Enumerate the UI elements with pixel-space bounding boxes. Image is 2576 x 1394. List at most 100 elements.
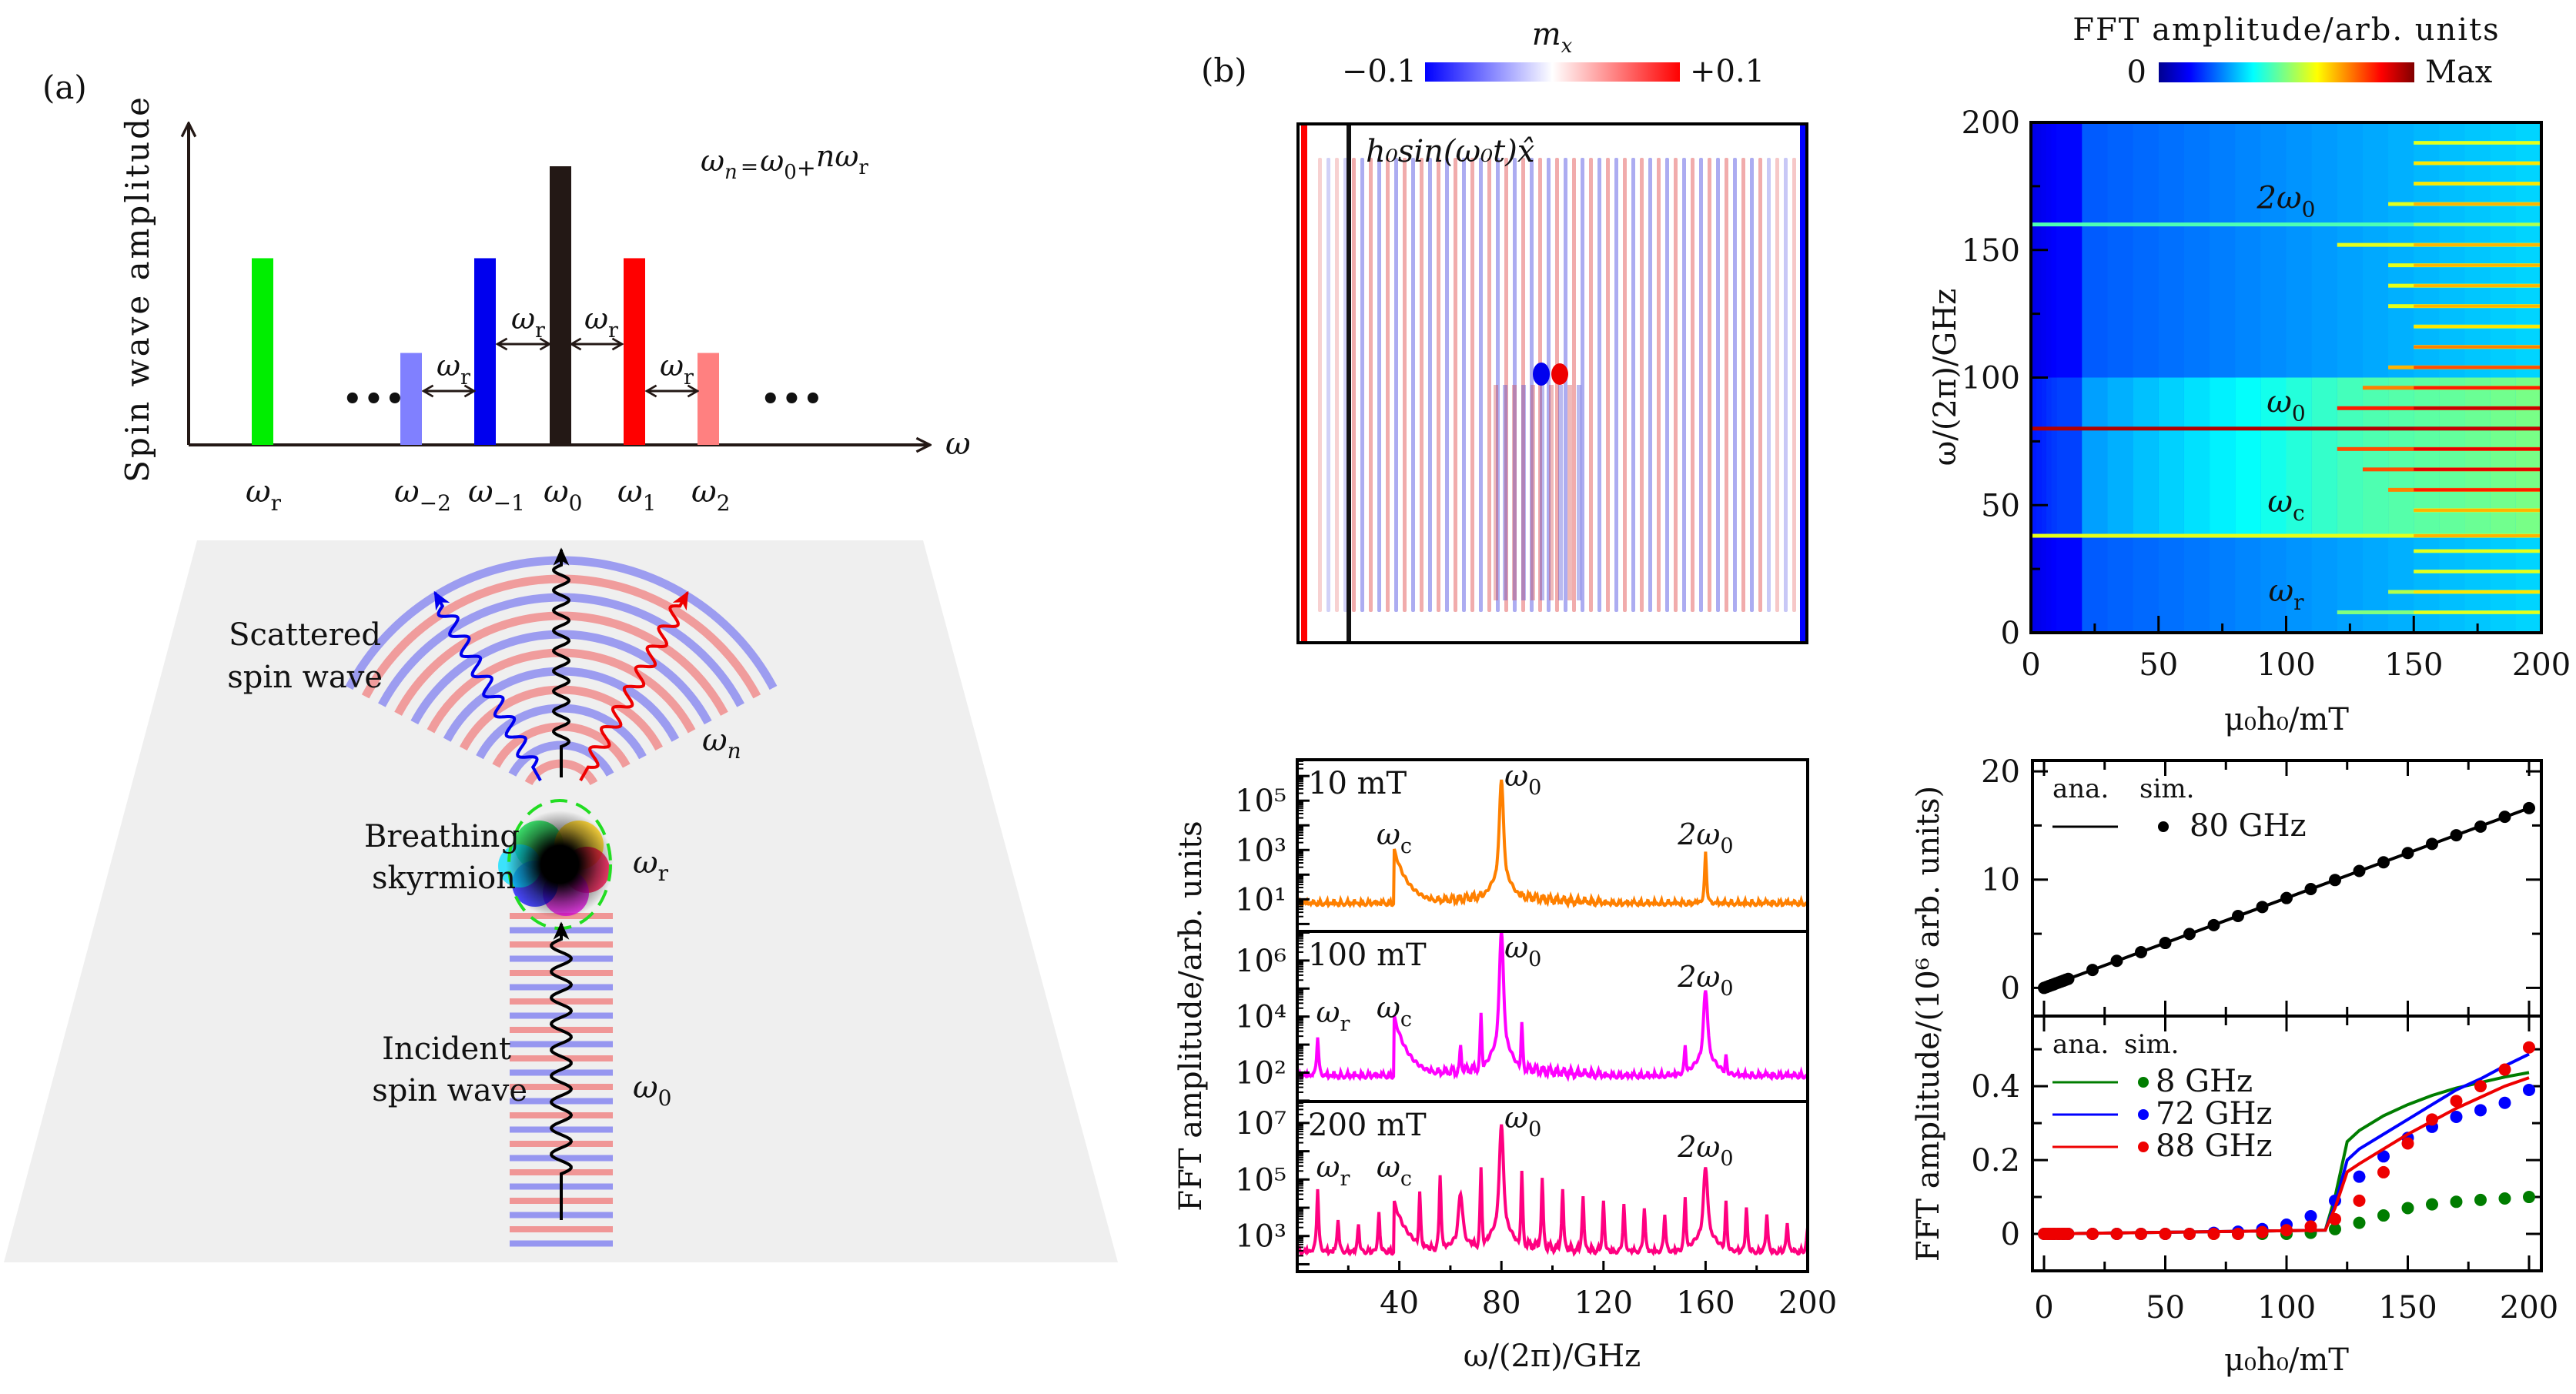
amp-frame [2031,759,2543,1018]
amp-sim-point [2353,1194,2366,1207]
spectrum-peak-label: ω0 [1504,1101,1541,1142]
amp-sim-point [2353,1170,2366,1183]
heatmap-ytick-label: 50 [1981,488,2020,523]
spin-wave-stripe [1682,158,1686,612]
spin-wave-stripe [1394,158,1398,612]
legend-label: 8 GHz [2156,1064,2253,1099]
spin-wave-stripe [1572,158,1576,612]
spin-wave-stripe [1470,158,1474,612]
panel-label-a: (a) [42,69,87,106]
svg-text:ωn=ω0+nωr: ωn =ω0+nωr [701,139,868,184]
spin-wave-stripe [1377,158,1381,612]
heatmap-mode-line-strong [2414,222,2540,226]
incident-stripe [510,1141,613,1147]
amp-sim-point [2086,964,2099,977]
spin-wave-stripe [1335,158,1339,612]
heatmap-mode-line-strong [2414,386,2540,389]
spin-wave-stripe [1369,158,1373,612]
scattered-pattern [1494,385,1498,600]
amp-xtick-label: 0 [2034,1290,2053,1325]
amp-sim-point [2135,1228,2147,1241]
heatmap-annotation: ωr [2268,573,2304,615]
heatmap-band [2036,377,2042,537]
scattered-pattern [1512,385,1517,600]
spectrum-peak-label: ωc [1377,991,1412,1031]
legend-label: 80 GHz [2190,808,2307,844]
spacing-label: ωr [660,349,694,389]
spin-wave-stripe [1496,158,1500,612]
amp-sim-point [2401,1202,2414,1215]
heatmap-mode-line-strong [2414,426,2540,430]
incident-stripe [510,998,613,1005]
amp-sim-point [2353,864,2366,878]
spectrum-bar [624,258,645,445]
mx-colorbar-min: −0.1 [1342,54,1417,89]
right-boundary [1800,125,1805,641]
spectrum-ytick-label: 10³ [1235,833,1286,868]
spin-wave-stripe [1386,158,1390,612]
spectrum-panel: 10² 10⁴ 10⁶ 100 mT ωr ωc ω0 2ω0 [1235,930,1809,1103]
spin-wave-stripe [1733,158,1737,612]
spin-wave-stripe [1767,158,1771,612]
incident-label-2: spin wave [372,1073,527,1108]
spin-wave-stripe [1725,158,1728,612]
heatmap-mode-line-strong [2414,263,2540,267]
spectrum-peak-label: ωr [1316,1150,1350,1191]
spectrum-bar [550,166,571,445]
spectrum-ytick-label: 10² [1235,1055,1286,1091]
spectrum-ytick-label: 10⁵ [1235,784,1286,819]
incident-wave-arrow [549,921,574,1220]
amp-sim-point [2401,847,2414,860]
spectrum-xtick-label: 200 [1778,1285,1837,1321]
amp-sim-point [2183,1228,2196,1241]
heatmap-mode-line-strong [2414,590,2540,593]
heatmap-mode-line-strong [2414,304,2540,308]
skyrmion [498,799,614,930]
wavefront-arc [476,704,647,760]
heatmap-mode-line-strong [2414,345,2540,349]
incident-stripe [510,970,613,976]
schematic-spectrum: Spin wave amplitude ω ωr ω−2 ω−1 ω0 ω1 ω2ωrωr… [119,95,971,516]
spectrum-ytick-label: 10⁴ [1235,1000,1286,1035]
spectrum-peak-label: ω0 [1504,931,1541,971]
spectra-xlabel: ω/(2π)/GHz [1464,1339,1641,1374]
scattered-pattern [1558,385,1563,600]
skyrmion-label-2: skyrmion [372,861,516,896]
amp-sim-point [2401,1137,2414,1150]
heatmap-colorbar-gradient [2159,62,2414,82]
amp-ytick-label: 0 [2001,971,2020,1006]
spectrum-peak-label: ωr [1316,995,1350,1036]
ellipsis-left: ••• [343,381,406,417]
heatmap-band [2286,377,2313,537]
amp-sim-point [2207,1228,2220,1241]
spectrum-xtick-label: 40 [1380,1285,1419,1321]
spectrum-curve [1299,933,1806,1082]
spin-wave-stripe [1741,158,1745,612]
amp-sim-point [2523,801,2535,814]
amplitude-vs-field: 0 10 20 ana. sim. 80 GHz 0 0.2 0.4 ana. sim. 8 GHz7… [1911,754,2558,1378]
incident-stripe [510,984,613,991]
heatmap-mode-line-strong [2414,447,2540,451]
heatmap-xtick-label: 200 [2512,647,2571,683]
schematic-xlabel: ω [945,426,971,462]
spectrum-peak-label: ω0 [1504,759,1541,800]
amp-sim-point [2377,1209,2390,1222]
legend-marker [2158,821,2169,832]
spectrum-field-label: 200 mT [1308,1108,1427,1143]
mx-colorbar-title: mx [1532,17,1573,58]
spectrum-ytick-label: 10⁷ [1235,1106,1286,1142]
bar-label: ωr [246,474,282,516]
spectrum-peak-label: 2ω0 [1677,817,1733,858]
amp-sim-point [2256,901,2269,914]
bar-label: ω1 [617,474,656,516]
amp-analytic-line [2043,1076,2530,1235]
heatmap-band [2041,377,2047,537]
amp-sim-point [2474,1080,2487,1093]
spectrum-peak-label: 2ω0 [1677,960,1733,1001]
incident-stripe [510,941,613,948]
amp-ytick-label: 10 [1981,863,2020,898]
amp-xtick-label: 100 [2257,1290,2316,1325]
spin-wave-stripe [1691,158,1694,612]
spectrum-xtick-label: 120 [1574,1285,1633,1321]
